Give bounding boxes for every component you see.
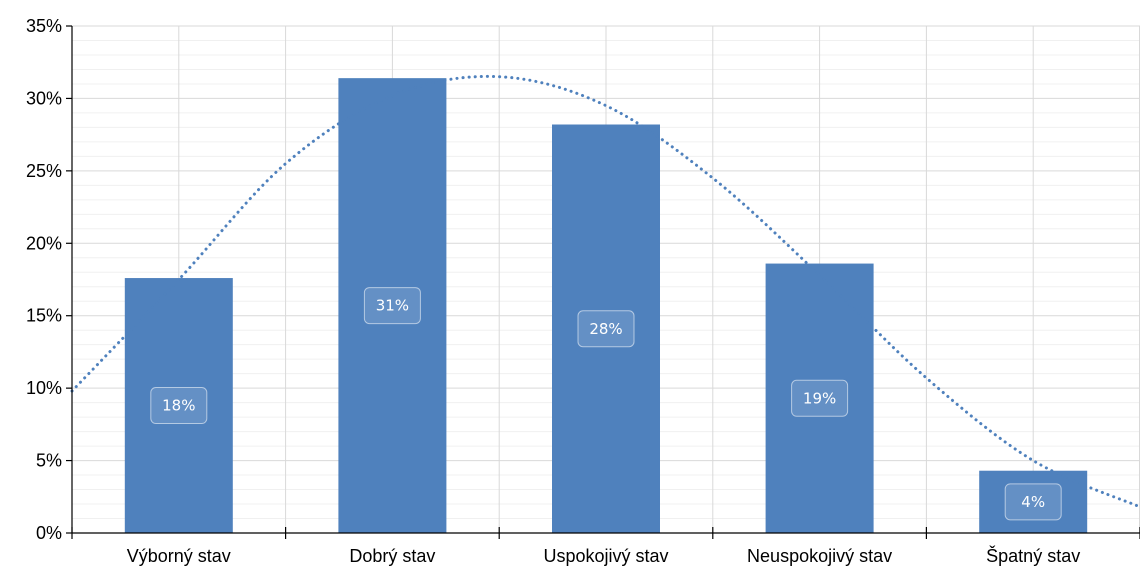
data-label: 4% [1021,493,1045,511]
data-label-box [791,379,849,417]
trendline [70,74,1140,509]
y-tick-label: 35% [26,16,62,36]
data-label: 18% [162,397,195,415]
y-tick-label: 10% [26,378,62,398]
x-tick-label: Neuspokojivý stav [747,546,892,566]
y-tick-label: 5% [36,451,62,471]
bars [124,78,1088,534]
data-label-box [1004,483,1062,521]
data-label: 19% [803,389,836,407]
data-label-box [150,387,208,425]
y-tick-label: 25% [26,161,62,181]
data-label: 31% [376,297,409,315]
data-label-box [363,287,421,325]
data-label-box [577,310,635,348]
bar [338,78,447,534]
trendline-path [70,74,1140,509]
x-tick-label: Špatný stav [986,545,1080,566]
y-tick-label: 30% [26,88,62,108]
axes: 0% 5% 10% 15% 20% 25% 30% 35% Výborný stav Dobrý … [26,16,1140,566]
x-tick-label: Dobrý stav [349,546,435,566]
bar [979,470,1088,533]
data-labels: 18% 31% 28% 19% 4% [150,287,1062,521]
x-tick-label: Uspokojivý stav [543,546,668,566]
bar [124,278,233,533]
x-tick-label: Výborný stav [127,546,231,566]
y-tick-label: 15% [26,306,62,326]
bar [552,124,660,533]
y-tick-label: 20% [26,233,62,253]
data-label: 28% [589,320,622,338]
y-tick-label: 0% [36,523,62,543]
